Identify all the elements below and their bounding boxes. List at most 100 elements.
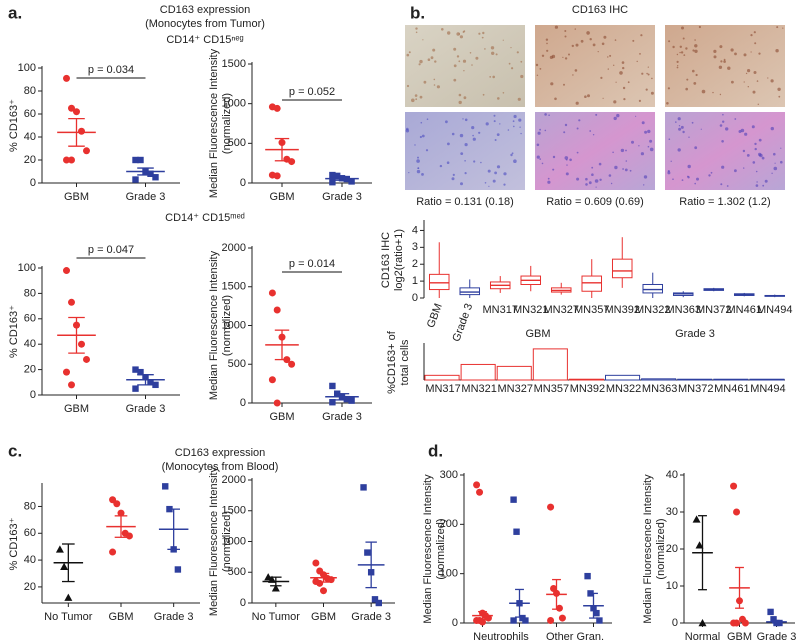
data-point [312,559,320,567]
x-tick-label: MN392 [605,304,640,316]
error-bar [334,176,350,181]
texture-dot [539,128,541,131]
texture-dot [602,97,604,99]
texture-dot [692,49,695,52]
box [459,287,481,296]
texture-dot [778,95,781,98]
texture-dot [742,149,746,153]
x-tick-label: MN363 [666,304,701,316]
texture-dot [676,66,679,69]
texture-dot [639,53,641,55]
y-tick-label: 0 [30,177,36,189]
texture-dot [681,26,684,30]
texture-dot [539,68,542,70]
x-tick-label: GBM [64,191,89,203]
texture-dot [668,138,671,140]
data-point [273,172,281,180]
texture-dot [752,90,756,94]
texture-dot [754,147,757,151]
ihc-image [665,112,785,190]
texture-dot [668,40,671,43]
data-point [329,382,336,390]
y-axis-label: (normalized) [221,511,233,572]
texture-dot [667,171,671,175]
group-label: Grade 3 [675,328,715,340]
texture-dot [723,60,726,63]
error-bar [137,374,154,386]
x-tick-label: GBM [269,411,294,423]
data-point [83,147,90,155]
y-tick-label: 1000 [222,535,246,547]
texture-dot [708,174,711,177]
texture-dot [679,45,682,48]
texture-dot [645,88,648,91]
texture-dot [586,31,590,35]
ihc-image [665,25,785,107]
texture-dot [635,115,637,117]
texture-dot [694,44,698,48]
texture-dot [623,98,626,101]
texture-dot [421,173,424,176]
data-point [137,156,144,164]
texture-dot [651,77,653,80]
texture-dot [587,94,590,98]
texture-dot [776,26,779,29]
texture-dot [484,182,487,184]
bar [713,378,749,381]
texture-dot [489,76,492,78]
texture-dot [510,67,514,70]
error-bar [62,543,75,583]
texture-dot [725,127,729,131]
data-point [288,158,296,166]
panel-label: b. [410,3,425,22]
texture-dot [459,133,464,138]
data-point [64,593,73,601]
texture-dot [512,120,515,123]
texture-dot [679,51,681,54]
texture-dot [754,142,757,146]
y-tick-label: 500 [228,358,246,370]
texture-dot [513,125,515,128]
texture-dot [563,83,565,86]
texture-dot [499,123,501,125]
texture-dot [647,66,649,68]
texture-dot [730,48,734,52]
texture-dot [740,128,745,133]
texture-dot [726,185,729,187]
texture-dot [414,94,418,97]
texture-dot [650,91,654,95]
texture-dot [446,161,450,164]
texture-dot [546,42,548,45]
texture-dot [773,152,776,156]
texture-dot [720,60,723,63]
data-point [510,617,517,624]
texture-dot [564,156,569,160]
chart-title: CD14⁺ CD15ᵐᵉᵈ [165,212,245,224]
y-tick-label: 100 [440,568,458,580]
texture-dot [493,120,496,123]
y-axis-label: Median Fluorescence Intensity [208,466,220,616]
y-tick-label: 0 [240,597,246,609]
box [642,283,664,294]
texture-dot [649,139,653,143]
texture-dot [464,118,468,122]
texture-dot [576,151,579,154]
y-tick-label: 300 [440,469,458,481]
texture-dot [694,146,698,150]
texture-dot [496,133,500,137]
texture-dot [536,143,540,147]
y-tick-label: 40 [666,469,678,481]
texture-dot [434,60,437,63]
texture-dot [640,34,643,37]
data-point [547,617,555,625]
texture-dot [773,166,778,171]
y-tick-label: 80 [24,287,36,299]
texture-dot [574,69,578,72]
texture-dot [595,113,598,116]
error-bar [114,515,128,538]
x-tick-label: Other Gran. [546,631,604,640]
x-tick-label: Grade 3 [154,611,194,623]
texture-dot [507,129,510,131]
texture-dot [419,135,422,139]
x-tick-label: Grade 3 [126,191,166,203]
